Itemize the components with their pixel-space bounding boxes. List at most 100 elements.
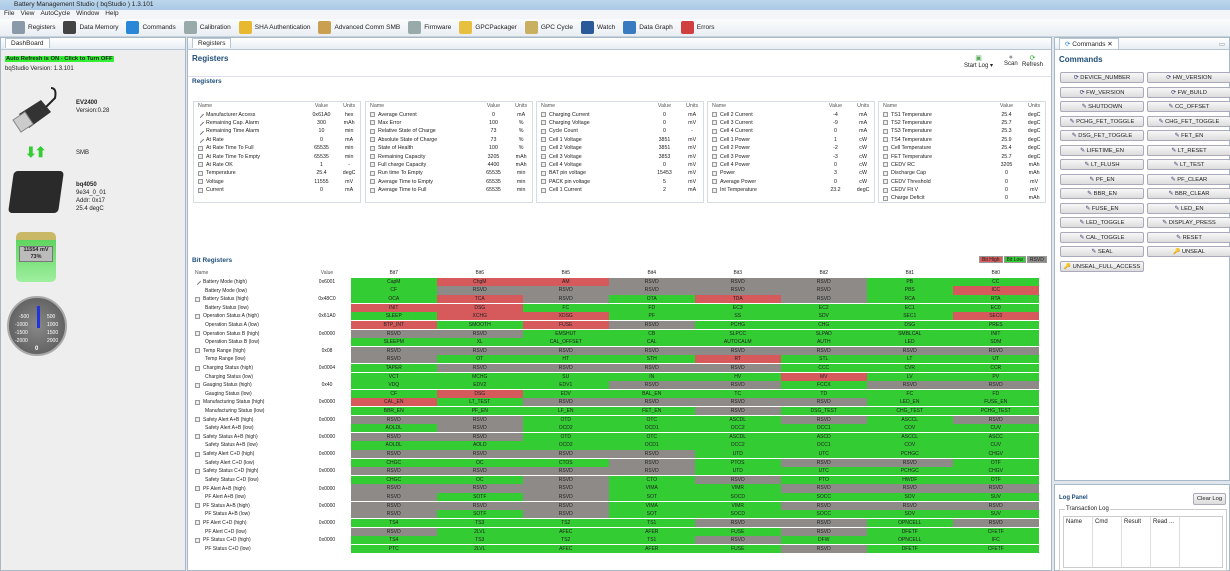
bit-cell[interactable]: RSVD bbox=[351, 329, 437, 338]
auto-refresh-toggle[interactable]: Auto Refresh is ON - Click to Turn OFF bbox=[5, 56, 114, 62]
bit-cell[interactable]: FC bbox=[867, 389, 953, 398]
register-row[interactable]: At Rate Time To Empty 65535 min bbox=[194, 152, 360, 160]
bit-cell[interactable]: LT_TEST bbox=[437, 398, 523, 407]
bit-cell[interactable]: CFETF bbox=[953, 527, 1039, 536]
bit-cell[interactable]: BBR_EN bbox=[351, 407, 437, 416]
bit-cell[interactable]: OCD2 bbox=[523, 441, 609, 450]
bit-cell[interactable]: TS3 bbox=[437, 536, 523, 545]
bit-cell[interactable]: RSVD bbox=[351, 415, 437, 424]
bit-cell[interactable]: UTD bbox=[695, 467, 781, 476]
bit-cell[interactable]: EC2 bbox=[781, 303, 867, 312]
bit-cell[interactable]: TC bbox=[695, 389, 781, 398]
bit-cell[interactable]: SLEEP bbox=[351, 312, 437, 321]
bit-cell[interactable]: CHGC bbox=[351, 475, 437, 484]
toolbar-calibration-button[interactable]: Calibration bbox=[183, 21, 231, 34]
dashboard-tab[interactable]: DashBoard bbox=[5, 38, 50, 48]
bit-cell[interactable]: 2LVL bbox=[437, 527, 523, 536]
maximize-icon[interactable]: ▭ bbox=[1218, 40, 1225, 48]
bit-cell[interactable]: AFEC bbox=[523, 544, 609, 553]
menu-window[interactable]: Window bbox=[76, 10, 100, 17]
bit-cell[interactable]: RSVD bbox=[523, 346, 609, 355]
register-row[interactable]: Cell 4 Voltage 0 mV bbox=[537, 161, 703, 169]
bit-cell[interactable]: LED_EN bbox=[867, 398, 953, 407]
command-cal-toggle-button[interactable]: ✎ CAL_TOGGLE bbox=[1060, 231, 1144, 243]
bit-cell[interactable]: UTC bbox=[781, 450, 867, 459]
log-column-header[interactable]: Result bbox=[1122, 517, 1151, 567]
toolbar-data-memory-button[interactable]: Data Memory bbox=[63, 21, 118, 34]
bit-cell[interactable]: PTOS bbox=[695, 458, 781, 467]
bit-cell[interactable]: HT bbox=[523, 355, 609, 364]
bit-cell[interactable]: SOCC bbox=[781, 510, 867, 519]
toolbar-watch-button[interactable]: Watch bbox=[581, 21, 615, 34]
bit-cell[interactable]: CUV bbox=[953, 424, 1039, 433]
bit-cell[interactable]: EC3 bbox=[695, 303, 781, 312]
bit-cell[interactable]: EDV1 bbox=[523, 381, 609, 390]
bit-cell[interactable]: DSG bbox=[867, 320, 953, 329]
bit-cell[interactable]: RSVD bbox=[523, 475, 609, 484]
bit-cell[interactable]: OPNCELL bbox=[867, 518, 953, 528]
command-fet-en-button[interactable]: ✎ FET_EN bbox=[1147, 130, 1230, 141]
bit-cell[interactable]: AFER bbox=[609, 527, 695, 536]
bit-cell[interactable]: PTC bbox=[351, 544, 437, 553]
bit-cell[interactable]: INIT bbox=[953, 329, 1039, 338]
bit-cell[interactable]: ChgM bbox=[437, 277, 523, 286]
bit-cell[interactable]: PRES bbox=[953, 320, 1039, 329]
bit-cell[interactable]: ASCD bbox=[781, 432, 867, 441]
command-chg-fet-toggle-button[interactable]: ✎ CHG_FET_TOGGLE bbox=[1147, 115, 1230, 127]
bit-cell[interactable]: LF_EN bbox=[523, 407, 609, 416]
toolbar-gpc-cycle-button[interactable]: GPC Cycle bbox=[524, 21, 573, 34]
bit-cell[interactable]: SMOOTH bbox=[437, 320, 523, 329]
bit-cell[interactable]: DFETF bbox=[867, 527, 953, 536]
register-row[interactable]: Max Error 100% bbox=[366, 119, 532, 127]
bit-cell[interactable]: LED bbox=[867, 338, 953, 347]
bit-cell[interactable]: OC bbox=[437, 458, 523, 467]
register-row[interactable]: CEDV Threshold 0 mV bbox=[879, 178, 1045, 186]
bit-cell[interactable]: FD bbox=[609, 303, 695, 312]
bit-cell[interactable]: PCHG_TEST bbox=[953, 407, 1039, 416]
register-row[interactable]: Cell 1 Voltage 3851 mV bbox=[537, 136, 703, 144]
bit-cell[interactable]: VCT bbox=[351, 372, 437, 381]
bit-cell[interactable]: RSVD bbox=[781, 277, 867, 286]
toolbar-firmware-button[interactable]: Firmware bbox=[408, 21, 451, 34]
bit-cell[interactable]: COV bbox=[867, 441, 953, 450]
register-row[interactable]: Cell Temperature 25.4 degC bbox=[879, 144, 1045, 152]
register-row[interactable]: Current 0 mA bbox=[194, 186, 360, 194]
bit-cell[interactable]: RSVD bbox=[609, 277, 695, 286]
bit-cell[interactable]: VIMA bbox=[609, 501, 695, 510]
commands-tab[interactable]: ⟳ Commands ✕ bbox=[1059, 37, 1119, 49]
bit-cell[interactable]: PB bbox=[867, 277, 953, 286]
command-lt-test-button[interactable]: ✎ LT_TEST bbox=[1147, 159, 1230, 170]
toolbar-commands-button[interactable]: Commands bbox=[126, 21, 176, 34]
bit-cell[interactable]: RSVD bbox=[867, 501, 953, 510]
bit-cell[interactable]: VDQ bbox=[351, 381, 437, 390]
command-led-en-button[interactable]: ✎ LED_EN bbox=[1147, 202, 1230, 214]
bit-cell[interactable]: SOCD bbox=[695, 493, 781, 502]
bit-cell[interactable]: RSVD bbox=[953, 484, 1039, 493]
command-reset-button[interactable]: ✎ RESET bbox=[1147, 231, 1230, 243]
bit-cell[interactable]: STH bbox=[609, 355, 695, 364]
bit-cell[interactable]: RSVD bbox=[523, 286, 609, 295]
menu-help[interactable]: Help bbox=[105, 10, 119, 17]
toolbar-gpcpackager-button[interactable]: GPCPackager bbox=[459, 21, 517, 34]
bit-cell[interactable]: OPNCELL bbox=[867, 536, 953, 545]
bit-cell[interactable]: CAL bbox=[609, 338, 695, 347]
bit-cell[interactable]: RSVD bbox=[523, 295, 609, 304]
bit-cell[interactable]: EDV bbox=[523, 389, 609, 398]
bit-cell[interactable]: RSVD bbox=[781, 286, 867, 295]
bit-cell[interactable]: OCD2 bbox=[523, 424, 609, 433]
bit-cell[interactable]: OTD bbox=[523, 432, 609, 441]
register-row[interactable]: TS1 Temperature 25.4 degC bbox=[879, 110, 1045, 118]
bit-cell[interactable]: RSVD bbox=[609, 458, 695, 467]
bit-cell[interactable]: RSVD bbox=[523, 501, 609, 510]
bit-cell[interactable]: RSVD bbox=[351, 346, 437, 355]
bit-cell[interactable]: TAPER bbox=[351, 363, 437, 373]
bit-cell[interactable]: RSVD bbox=[437, 363, 523, 373]
register-row[interactable]: Run time To Empty 65535 min bbox=[366, 169, 532, 177]
bit-cell[interactable]: RSVD bbox=[609, 398, 695, 407]
bit-cell[interactable]: SLPCC bbox=[695, 329, 781, 338]
register-row[interactable]: TS3 Temperature 25.3 degC bbox=[879, 127, 1045, 135]
bit-cell[interactable]: RSVD bbox=[867, 458, 953, 467]
bit-cell[interactable]: RSVD bbox=[781, 346, 867, 355]
toolbar-advanced-comm-smb-button[interactable]: Advanced Comm SMB bbox=[318, 21, 400, 34]
bit-cell[interactable]: UT bbox=[953, 355, 1039, 364]
